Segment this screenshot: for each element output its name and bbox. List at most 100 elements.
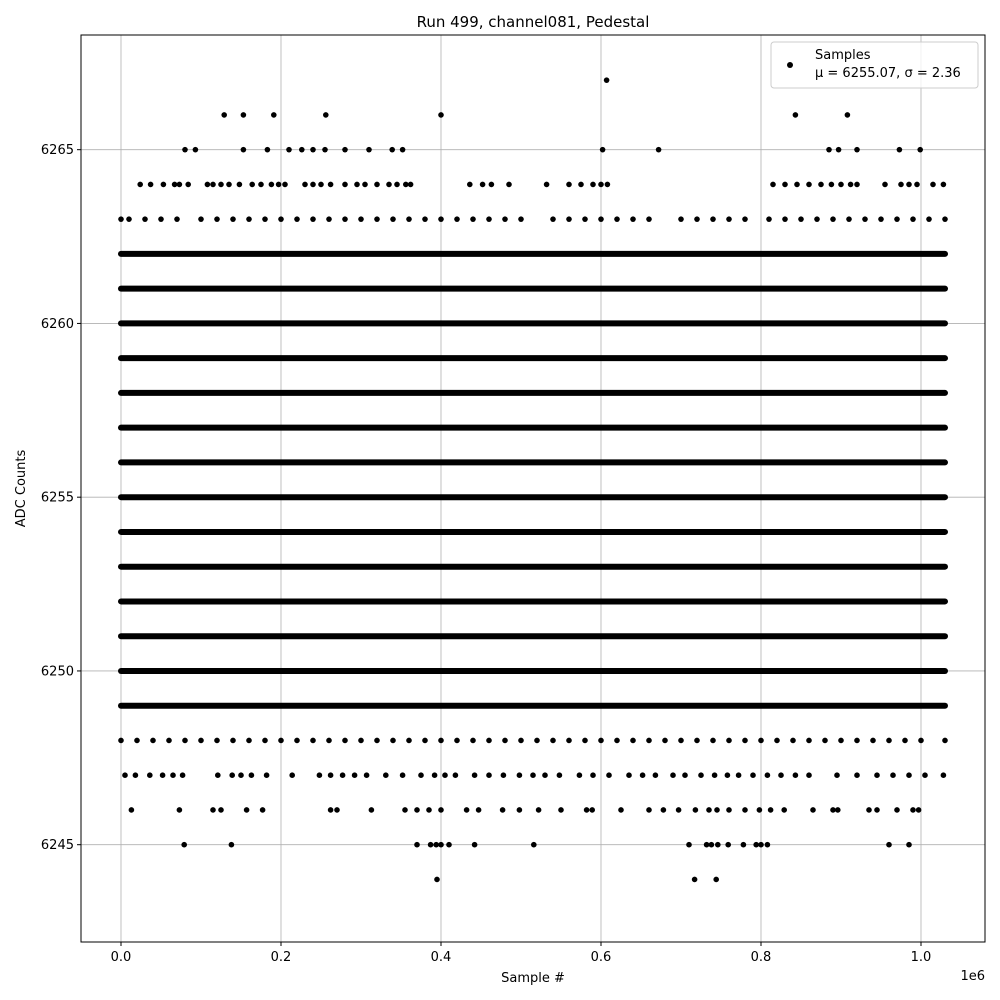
sample-point bbox=[598, 737, 604, 744]
y-axis-label: ADC Counts bbox=[14, 450, 29, 528]
sample-point bbox=[910, 807, 916, 813]
sample-point bbox=[710, 216, 716, 222]
sample-point bbox=[940, 181, 947, 188]
sample-point bbox=[835, 146, 842, 153]
sample-point bbox=[390, 216, 396, 222]
sample-point bbox=[714, 807, 720, 813]
x-axis-ticks: 0.0 0.2 0.4 0.6 0.8 1.0 bbox=[111, 942, 931, 965]
sample-point bbox=[342, 181, 348, 188]
sample-point bbox=[454, 737, 460, 744]
sample-point bbox=[174, 216, 180, 222]
sample-point bbox=[618, 807, 624, 813]
sample-point bbox=[550, 216, 556, 222]
sample-point bbox=[614, 737, 620, 744]
sample-point bbox=[142, 216, 148, 222]
sample-point bbox=[488, 181, 495, 188]
y-tick-label: 6260 bbox=[41, 317, 74, 332]
sample-point bbox=[814, 216, 820, 222]
sample-point bbox=[433, 841, 440, 848]
sample-point bbox=[694, 216, 700, 222]
sample-point bbox=[740, 841, 747, 848]
sample-point bbox=[764, 841, 771, 848]
sample-point bbox=[438, 841, 444, 848]
sample-point bbox=[181, 841, 187, 848]
sample-point bbox=[438, 807, 444, 813]
sample-point bbox=[263, 772, 270, 778]
y-tick-label: 6245 bbox=[41, 838, 74, 853]
legend-series-name: Samples bbox=[815, 48, 871, 63]
sample-point bbox=[566, 181, 572, 188]
sample-point bbox=[499, 807, 506, 813]
sample-point bbox=[318, 181, 324, 188]
sample-point bbox=[240, 146, 247, 153]
sample-point bbox=[708, 841, 715, 848]
sample-point bbox=[390, 737, 396, 744]
sample-point bbox=[475, 807, 482, 813]
sample-point bbox=[147, 181, 154, 188]
sample-point bbox=[506, 181, 512, 188]
sample-point bbox=[327, 772, 334, 778]
sample-point bbox=[399, 772, 406, 778]
sample-point bbox=[535, 807, 542, 813]
sample-point bbox=[531, 841, 537, 848]
sample-point bbox=[422, 216, 428, 222]
sample-point bbox=[646, 737, 652, 744]
sample-point bbox=[854, 772, 860, 778]
sample-point bbox=[243, 807, 250, 813]
sample-point bbox=[862, 216, 868, 222]
sample-point bbox=[486, 216, 492, 222]
sample-point bbox=[942, 737, 948, 744]
sample-point bbox=[710, 737, 716, 744]
legend-marker bbox=[787, 62, 793, 68]
sample-point bbox=[874, 772, 880, 778]
x-tick-label: 0.4 bbox=[431, 950, 452, 965]
sample-point bbox=[703, 841, 710, 848]
sample-point bbox=[316, 772, 323, 778]
sample-point bbox=[854, 181, 860, 188]
sample-point bbox=[530, 772, 536, 778]
sample-point bbox=[582, 216, 588, 222]
sample-point bbox=[334, 807, 340, 813]
sample-point bbox=[137, 181, 143, 188]
sample-point bbox=[374, 737, 380, 744]
sample-point bbox=[782, 181, 788, 188]
plot-frame bbox=[80, 34, 986, 943]
sample-point bbox=[310, 146, 316, 153]
sample-point bbox=[438, 737, 444, 744]
sample-point bbox=[914, 181, 920, 188]
sample-point bbox=[454, 216, 460, 222]
sample-point bbox=[262, 737, 268, 744]
sample-point bbox=[534, 737, 540, 744]
sample-point bbox=[918, 737, 924, 744]
sample-point bbox=[826, 146, 832, 153]
x-tick-label: 0.6 bbox=[591, 950, 612, 965]
sample-point bbox=[240, 112, 247, 118]
sample-point bbox=[678, 216, 684, 222]
sample-point bbox=[566, 216, 572, 222]
y-tick-label: 6265 bbox=[41, 143, 74, 158]
sample-point bbox=[926, 216, 932, 222]
sample-point bbox=[678, 737, 684, 744]
sample-point bbox=[830, 807, 836, 813]
sample-point bbox=[118, 737, 124, 744]
sample-point bbox=[558, 807, 564, 813]
sample-point bbox=[598, 181, 604, 188]
sample-point bbox=[711, 772, 718, 778]
sample-point bbox=[590, 181, 596, 188]
sample-point bbox=[351, 772, 358, 778]
sample-point bbox=[646, 216, 652, 222]
sample-point bbox=[576, 772, 583, 778]
sample-point bbox=[226, 181, 232, 188]
sample-point bbox=[818, 181, 824, 188]
sample-point bbox=[906, 181, 912, 188]
sample-point bbox=[434, 876, 440, 883]
sample-point bbox=[339, 772, 346, 778]
sample-point bbox=[726, 737, 732, 744]
sample-point bbox=[886, 737, 892, 744]
sample-point bbox=[463, 807, 470, 813]
sample-point bbox=[427, 841, 434, 848]
legend-series-stats: μ = 6255.07, σ = 2.36 bbox=[815, 66, 961, 81]
sample-point bbox=[898, 181, 904, 188]
sample-point bbox=[185, 181, 191, 188]
sample-point bbox=[122, 772, 128, 778]
